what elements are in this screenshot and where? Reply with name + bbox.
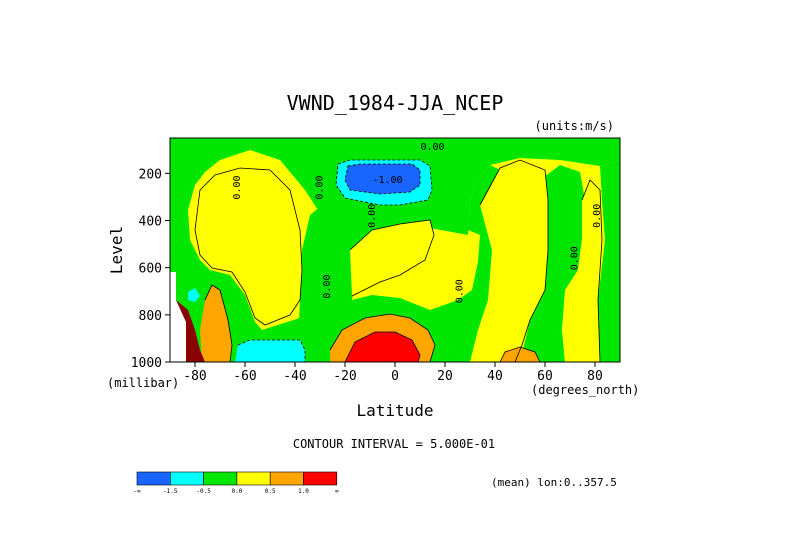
- contour-line: [479, 159, 549, 363]
- x-tick-label: 20: [437, 369, 453, 384]
- contour-interval-text: CONTOUR INTERVAL = 5.000E-01: [293, 437, 495, 451]
- legend-swatch: [136, 471, 171, 486]
- contour-line: [349, 219, 435, 297]
- x-unit-label: (degrees_north): [531, 383, 639, 397]
- contour-label: 0.00: [232, 175, 243, 199]
- field-green-center: [298, 165, 500, 362]
- legend-swatch: [269, 471, 304, 486]
- contour-labels: 0.00 -1.00 0.00 0.00 0.00 0.00 0.00 0.00 0.00: [232, 142, 603, 304]
- x-tick-label: -60: [233, 369, 256, 384]
- x-tick-label: -80: [183, 369, 206, 384]
- y-axis: 200 400 600 800 1000: [131, 167, 170, 371]
- x-tick-label: 0: [391, 369, 399, 384]
- legend-swatch: [236, 471, 271, 486]
- field-yellow-north2: [562, 180, 602, 362]
- y-unit-label: (millibar): [107, 376, 179, 390]
- contour-label: 0.00: [455, 279, 466, 303]
- contour-label: 0.00: [592, 204, 603, 228]
- x-axis-title: Latitude: [356, 401, 433, 420]
- legend-label: 1.0: [298, 488, 309, 495]
- x-tick-label: -20: [333, 369, 356, 384]
- legend-swatch: [170, 471, 204, 486]
- field-red-core: [345, 332, 420, 362]
- plot-area: 0.00 -1.00 0.00 0.00 0.00 0.00 0.00 0.00 0.00: [169, 137, 621, 363]
- y-axis-title: Level: [107, 226, 126, 274]
- field-terrain-mask: [170, 272, 186, 362]
- legend-label: -0.5: [196, 488, 211, 495]
- footer-text: (mean) lon:0..357.5: [491, 476, 617, 489]
- contour-line: [581, 179, 603, 363]
- contour-label: -1.00: [372, 175, 402, 186]
- legend-swatch: [303, 471, 338, 486]
- y-tick-label: 200: [139, 167, 162, 182]
- x-axis: -80 -60 -40 -20 0 20 40 60 80: [183, 362, 603, 384]
- field-green-pole: [598, 160, 620, 362]
- field-cyan-south-sfc: [235, 340, 305, 362]
- contour-label: 0.00: [420, 142, 444, 153]
- chart-title: VWND_1984-JJA_NCEP: [287, 91, 504, 115]
- legend-label: ∞: [335, 488, 339, 495]
- field-green-top: [170, 138, 620, 300]
- x-tick-label: -40: [283, 369, 306, 384]
- contour-line: [499, 346, 541, 363]
- contour-label: 0.00: [570, 246, 581, 270]
- field-yellow-south: [195, 168, 302, 325]
- contour-line: [237, 339, 306, 362]
- x-tick-label: 40: [487, 369, 503, 384]
- y-tick-label: 1000: [131, 356, 162, 371]
- field-orange-south-band: [200, 285, 232, 362]
- y-tick-label: 600: [139, 262, 162, 277]
- field-green-north: [520, 165, 585, 362]
- field-yellow-north: [470, 160, 548, 362]
- contour-label: 0.00: [367, 204, 378, 228]
- field-yellow-center: [350, 220, 434, 296]
- field-cyan-pole: [188, 288, 200, 302]
- legend-label: -1.5: [163, 488, 178, 495]
- contour-line: [194, 167, 303, 326]
- contour-line: [344, 331, 421, 363]
- y-tick-label: 800: [139, 309, 162, 324]
- legend-label: 0.5: [265, 488, 276, 495]
- x-tick-label: 60: [537, 369, 553, 384]
- contour-line: [344, 163, 421, 195]
- contour-label: 0.00: [322, 275, 333, 299]
- contour-line: [329, 313, 436, 363]
- field-blue-jet: [345, 164, 420, 194]
- legend-label: -∞: [133, 488, 141, 495]
- x-tick-label: 80: [587, 369, 603, 384]
- units-label: (units:m/s): [535, 119, 614, 133]
- contour-label: 0.00: [315, 175, 326, 199]
- contour-lines: [194, 159, 603, 363]
- color-legend: -∞ -1.5 -0.5 0.0 0.5 1.0 ∞: [133, 471, 339, 495]
- contour-line: [204, 284, 233, 363]
- legend-label: 0.0: [231, 488, 242, 495]
- legend-swatch: [203, 471, 238, 486]
- y-tick-label: 400: [139, 215, 162, 230]
